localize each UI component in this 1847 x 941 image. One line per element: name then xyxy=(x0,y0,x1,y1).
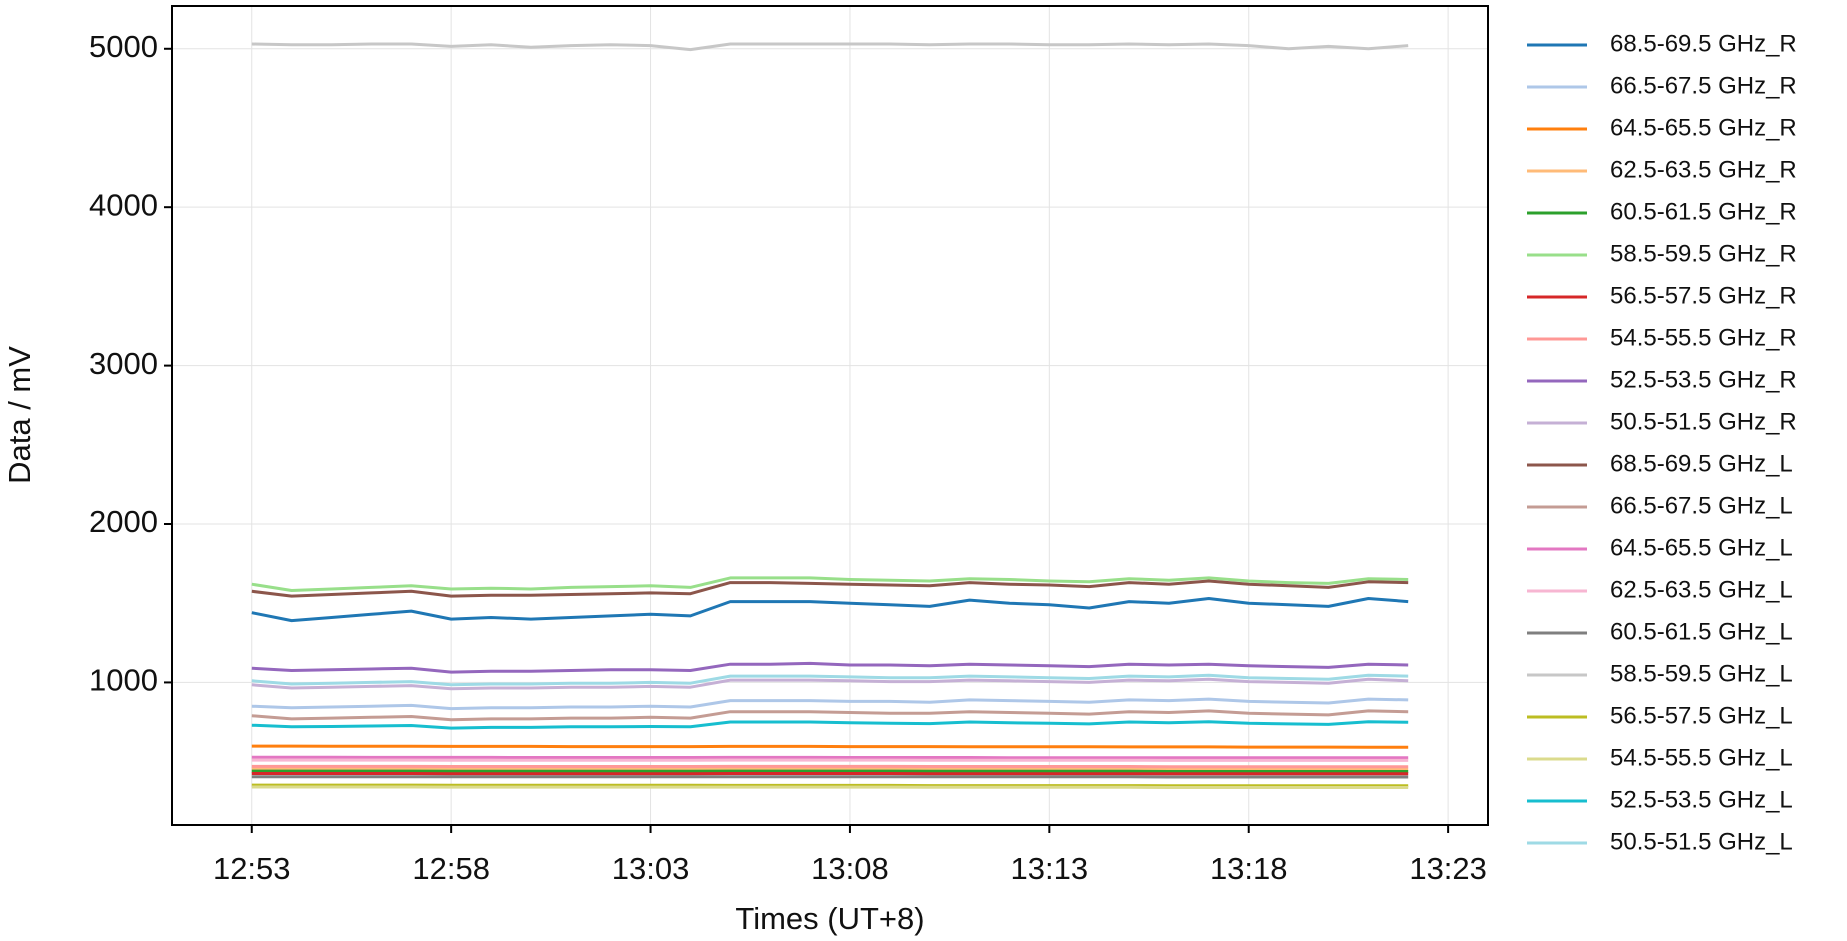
y-tick-label: 3000 xyxy=(89,346,158,381)
x-axis-label: Times (UT+8) xyxy=(735,901,924,936)
legend-label: 56.5-57.5 GHz_L xyxy=(1610,702,1793,729)
plot-lines xyxy=(251,42,1409,789)
series-line xyxy=(251,720,1409,730)
legend-label: 50.5-51.5 GHz_L xyxy=(1610,828,1793,855)
x-tick-label: 13:03 xyxy=(612,851,690,886)
legend-label: 52.5-53.5 GHz_L xyxy=(1610,786,1793,813)
legend-label: 62.5-63.5 GHz_L xyxy=(1610,576,1793,603)
x-tick-label: 13:23 xyxy=(1409,851,1487,886)
series-line xyxy=(251,597,1409,623)
x-tick-label: 13:18 xyxy=(1210,851,1288,886)
legend-label: 62.5-63.5 GHz_R xyxy=(1610,156,1797,183)
x-tick-label: 13:13 xyxy=(1011,851,1089,886)
legend-label: 64.5-65.5 GHz_L xyxy=(1610,534,1793,561)
legend-label: 56.5-57.5 GHz_R xyxy=(1610,282,1797,309)
y-tick-label: 1000 xyxy=(89,663,158,698)
series-line xyxy=(251,783,1409,788)
series-line xyxy=(251,673,1409,687)
y-tick-label: 4000 xyxy=(89,187,158,222)
grid xyxy=(172,6,1488,825)
legend: 68.5-69.5 GHz_R 66.5-67.5 GHz_R 64.5-65.5 … xyxy=(1527,30,1797,855)
y-tick-label: 5000 xyxy=(89,29,158,64)
series-line xyxy=(251,579,1409,598)
plot-frame xyxy=(171,5,1489,826)
legend-label: 64.5-65.5 GHz_R xyxy=(1610,114,1797,141)
series-line xyxy=(251,744,1409,749)
x-tick-label: 13:08 xyxy=(811,851,889,886)
series-line xyxy=(251,677,1409,691)
series-line xyxy=(251,709,1409,722)
series-line xyxy=(251,42,1409,52)
legend-label: 66.5-67.5 GHz_R xyxy=(1610,72,1797,99)
legend-label: 58.5-59.5 GHz_R xyxy=(1610,240,1797,267)
axes: 1000 2000 3000 4000 5000 12:53 12:58 13:03 13:08… xyxy=(89,29,1487,886)
series-line xyxy=(251,661,1409,674)
legend-label: 68.5-69.5 GHz_R xyxy=(1610,30,1797,57)
y-tick-label: 2000 xyxy=(89,504,158,539)
series-line xyxy=(251,785,1409,789)
x-tick-label: 12:58 xyxy=(412,851,490,886)
legend-label: 66.5-67.5 GHz_L xyxy=(1610,492,1793,519)
legend-label: 60.5-61.5 GHz_L xyxy=(1610,618,1793,645)
legend-label: 58.5-59.5 GHz_L xyxy=(1610,660,1793,687)
legend-label: 68.5-69.5 GHz_L xyxy=(1610,450,1793,477)
legend-label: 50.5-51.5 GHz_R xyxy=(1610,408,1797,435)
y-axis-label: Data / mV xyxy=(2,346,37,484)
series-line xyxy=(251,697,1409,711)
legend-label: 60.5-61.5 GHz_R xyxy=(1610,198,1797,225)
x-tick-label: 12:53 xyxy=(213,851,291,886)
legend-label: 54.5-55.5 GHz_L xyxy=(1610,744,1793,771)
series-line xyxy=(251,576,1409,592)
legend-label: 52.5-53.5 GHz_R xyxy=(1610,366,1797,393)
legend-label: 54.5-55.5 GHz_R xyxy=(1610,324,1797,351)
series-line xyxy=(251,755,1409,760)
